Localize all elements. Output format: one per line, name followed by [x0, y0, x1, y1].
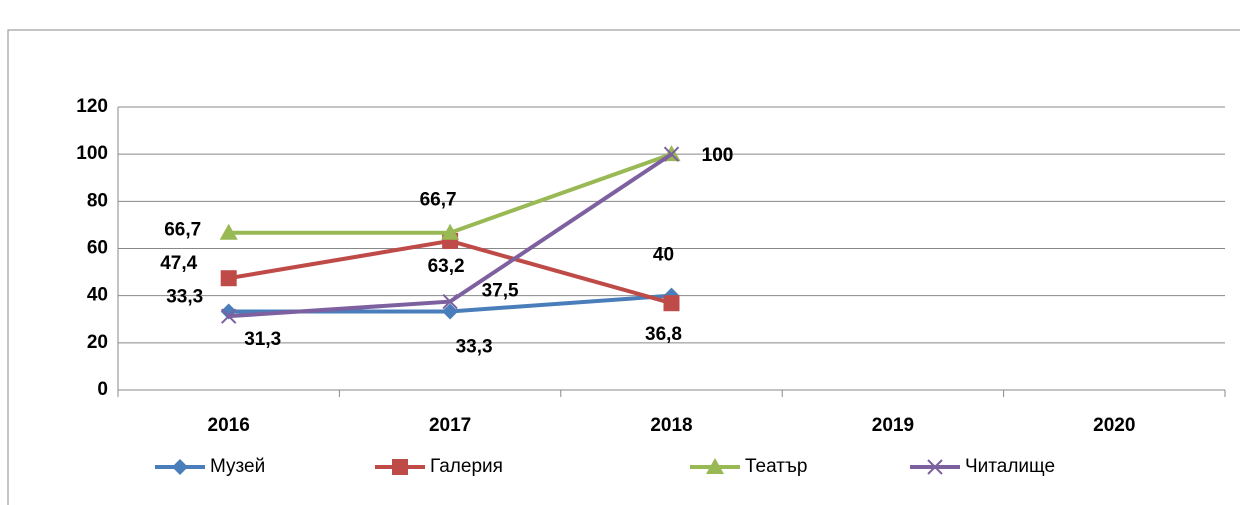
x-tick-label: 2017: [429, 415, 471, 436]
y-tick-label: 40: [87, 285, 108, 306]
y-tick-label: 60: [87, 238, 108, 259]
marker: [220, 308, 237, 324]
y-tick-label: 20: [87, 332, 108, 353]
data-label: 63,2: [428, 256, 465, 277]
data-label: 66,7: [420, 190, 457, 211]
marker: [927, 459, 943, 475]
x-tick-label: 2019: [872, 415, 914, 436]
marker: [442, 303, 459, 320]
data-label: 36,8: [645, 324, 682, 345]
data-label: 100: [702, 145, 734, 166]
marker: [706, 458, 724, 474]
marker: [663, 146, 680, 162]
data-label: 33,3: [166, 286, 203, 307]
marker: [219, 223, 238, 240]
y-tick-label: 80: [87, 190, 108, 211]
data-label: 66,7: [164, 220, 201, 241]
legend-label: Музей: [210, 456, 265, 477]
marker: [442, 293, 458, 310]
chart-border: [7, 29, 1240, 505]
y-tick-label: 0: [97, 379, 108, 400]
data-label: 100: [702, 145, 734, 166]
marker: [441, 223, 460, 240]
marker: [220, 270, 237, 287]
legend-label: Театър: [745, 456, 807, 477]
data-label: 31,3: [244, 329, 281, 350]
legend-label: Галерия: [430, 456, 503, 477]
legend-label: Читалище: [965, 456, 1055, 477]
data-label: 40: [653, 245, 674, 266]
y-tick-label: 120: [76, 96, 108, 117]
x-tick-label: 2020: [1093, 415, 1135, 436]
marker: [172, 459, 188, 475]
marker: [663, 295, 680, 312]
data-label: 37,5: [482, 281, 519, 302]
x-tick-label: 2016: [208, 415, 250, 436]
data-label: 33,3: [456, 336, 493, 357]
x-tick-label: 2018: [650, 415, 692, 436]
marker: [392, 459, 408, 475]
y-tick-label: 100: [76, 143, 108, 164]
data-label: 47,4: [160, 253, 197, 274]
